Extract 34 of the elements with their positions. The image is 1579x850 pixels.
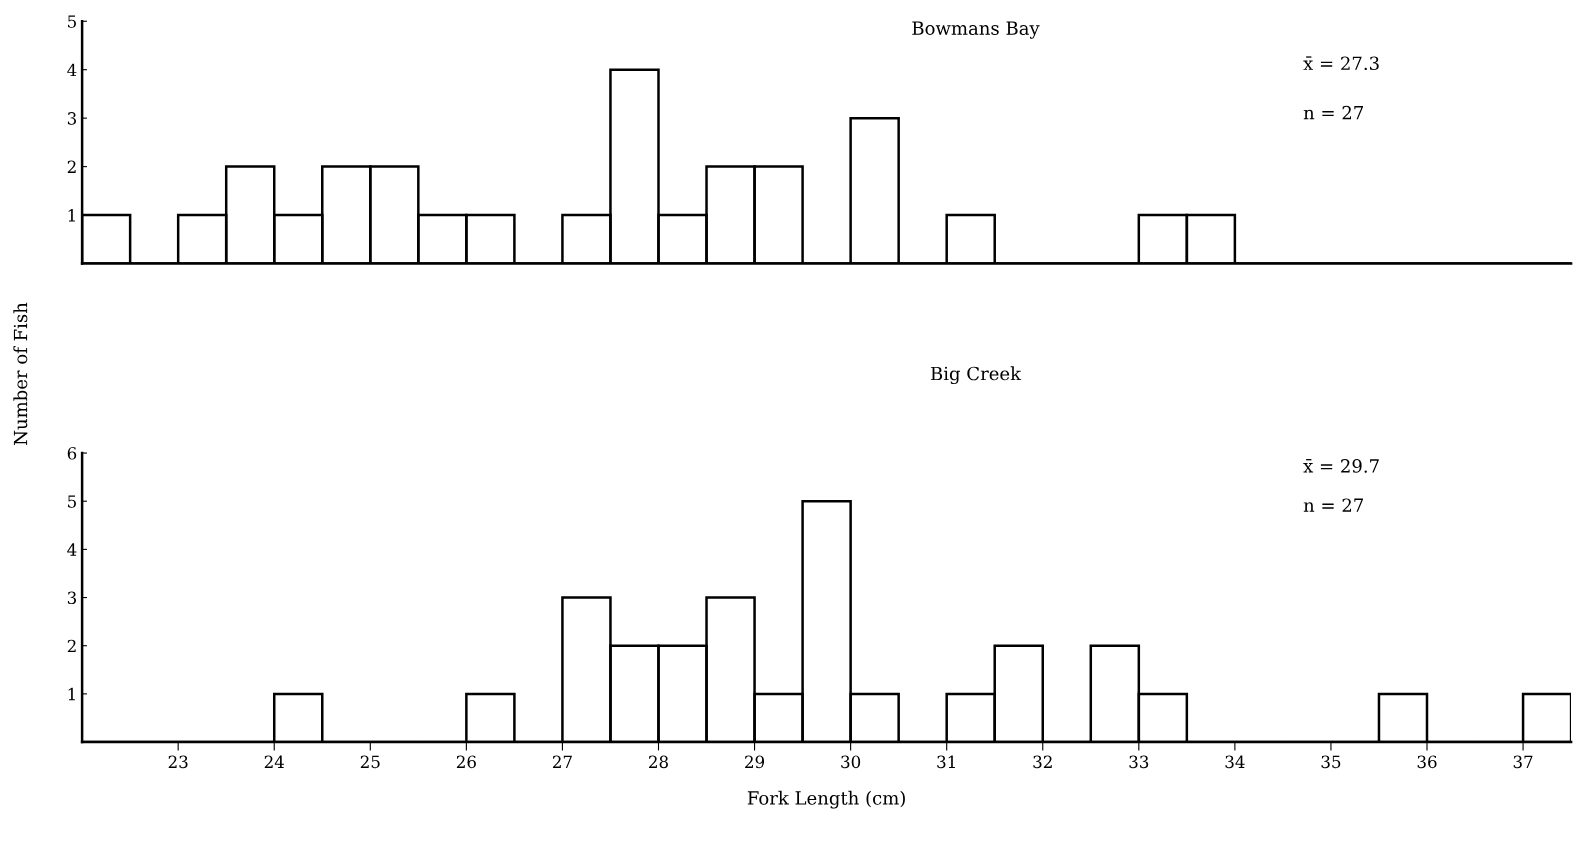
x-tick-label: 29	[745, 755, 765, 769]
x-tick-label: 35	[1321, 755, 1341, 769]
x-tick-label: 23	[168, 755, 188, 769]
y-tick-label: 1	[68, 209, 75, 222]
y-tick-label: 3	[67, 112, 77, 125]
chart-title: Bowmans Bay	[912, 21, 1040, 39]
annotation: n = 27	[1303, 498, 1363, 512]
x-tick-label: 37	[1513, 755, 1533, 769]
chart-title: Big Creek	[930, 366, 1022, 385]
x-tick-label: 36	[1417, 755, 1437, 769]
x-tick-label: 26	[456, 755, 476, 769]
y-tick-label: 4	[67, 543, 77, 556]
y-tick-label: 4	[67, 63, 77, 77]
y-tick-label: 2	[67, 160, 76, 173]
x-tick-label: 31	[937, 755, 955, 769]
x-tick-label: 24	[264, 755, 284, 768]
y-tick-label: 1	[68, 687, 75, 701]
y-tick-label: 6	[67, 447, 77, 460]
y-tick-label: 5	[68, 15, 76, 28]
annotation: n = 27	[1303, 105, 1363, 120]
x-tick-label: 32	[1033, 755, 1052, 769]
x-tick-label: 33	[1129, 755, 1149, 769]
x-tick-label: 30	[841, 755, 861, 769]
x-tick-label: 34	[1225, 755, 1245, 769]
annotation: x̄ = 27.3	[1303, 56, 1379, 71]
x-tick-label: 27	[552, 755, 572, 768]
y-tick-label: 3	[67, 591, 77, 605]
x-tick-label: 28	[649, 755, 668, 769]
y-tick-label: 5	[68, 495, 76, 508]
x-tick-label: 25	[360, 755, 380, 769]
y-tick-label: 2	[67, 639, 76, 653]
annotation: x̄ = 29.7	[1303, 459, 1379, 473]
x-axis-title: Fork Length (cm)	[747, 790, 905, 809]
y-axis-title: Number of Fish	[13, 302, 28, 445]
